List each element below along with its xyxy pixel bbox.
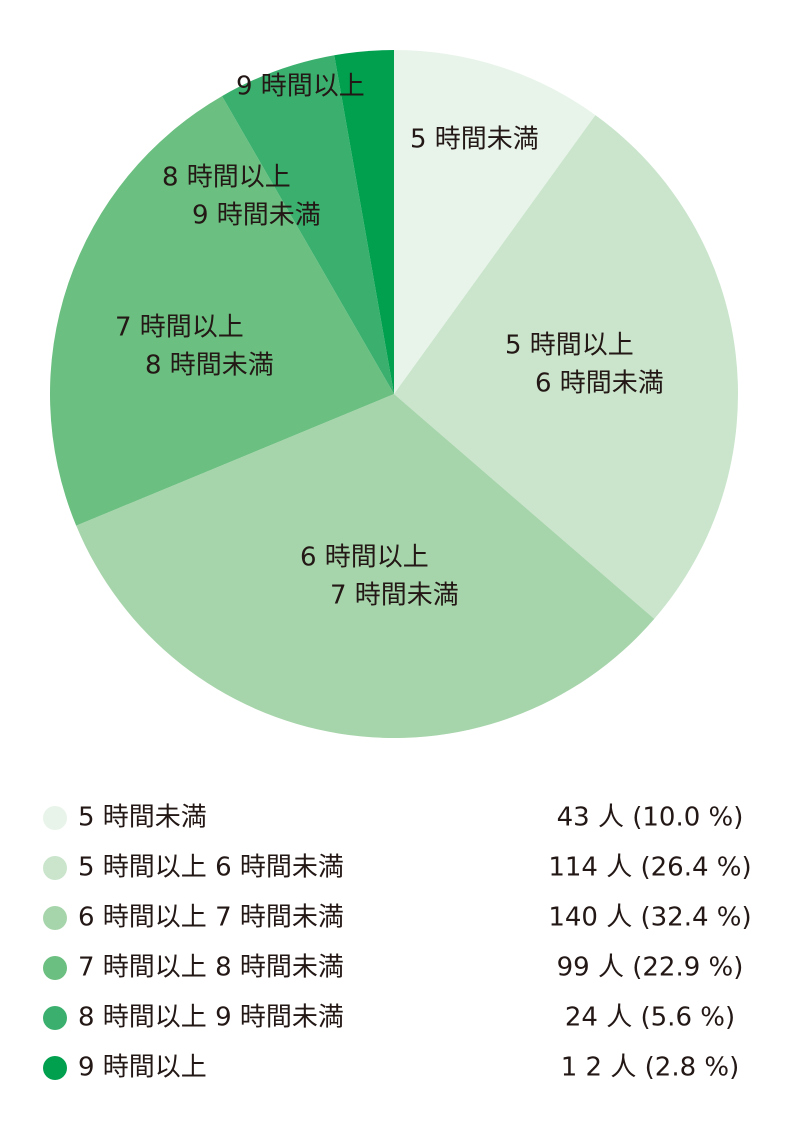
- value-label: 99 人 (22.9 %): [557, 953, 744, 983]
- slice-label: 7 時間未満: [330, 581, 459, 611]
- value-label: 24 人 (5.6 %): [565, 1003, 735, 1033]
- slice-label: 5 時間未満: [410, 125, 539, 155]
- slice-label: 6 時間以上: [300, 543, 429, 573]
- slice-label: 6 時間未満: [535, 369, 664, 399]
- pie-slice: [49, 96, 394, 526]
- slice-label: 7 時間以上: [115, 313, 244, 343]
- legend-swatch: [43, 956, 67, 980]
- pie-slice: [394, 115, 738, 619]
- pie-slice: [394, 50, 596, 394]
- value-label: 140 人 (32.4 %): [548, 903, 751, 933]
- legend-label: 8 時間以上 9 時間未満: [78, 1003, 344, 1033]
- slice-label: 9 時間以上: [236, 72, 365, 102]
- legend-label: 5 時間未満: [78, 803, 207, 833]
- value-label: 114 人 (26.4 %): [548, 853, 751, 883]
- legend-swatch: [43, 1056, 67, 1080]
- pie-slice: [334, 50, 394, 394]
- legend-swatch: [43, 856, 67, 880]
- slice-label: 5 時間以上: [505, 331, 634, 361]
- slice-label: 8 時間以上: [162, 163, 291, 193]
- pie-slice: [222, 55, 394, 394]
- legend-label: 7 時間以上 8 時間未満: [78, 953, 344, 983]
- value-label: 43 人 (10.0 %): [557, 803, 744, 833]
- legend-label: 5 時間以上 6 時間未満: [78, 853, 344, 883]
- slice-label: 8 時間未満: [145, 351, 274, 381]
- slice-label: 9 時間未満: [192, 201, 321, 231]
- pie-slice: [76, 394, 655, 739]
- value-label: 1 2 人 (2.8 %): [561, 1053, 739, 1083]
- legend-swatch: [43, 906, 67, 930]
- legend-label: 9 時間以上: [78, 1053, 207, 1083]
- legend-label: 6 時間以上 7 時間未満: [78, 903, 344, 933]
- legend-swatch: [43, 1006, 67, 1030]
- legend-swatch: [43, 806, 67, 830]
